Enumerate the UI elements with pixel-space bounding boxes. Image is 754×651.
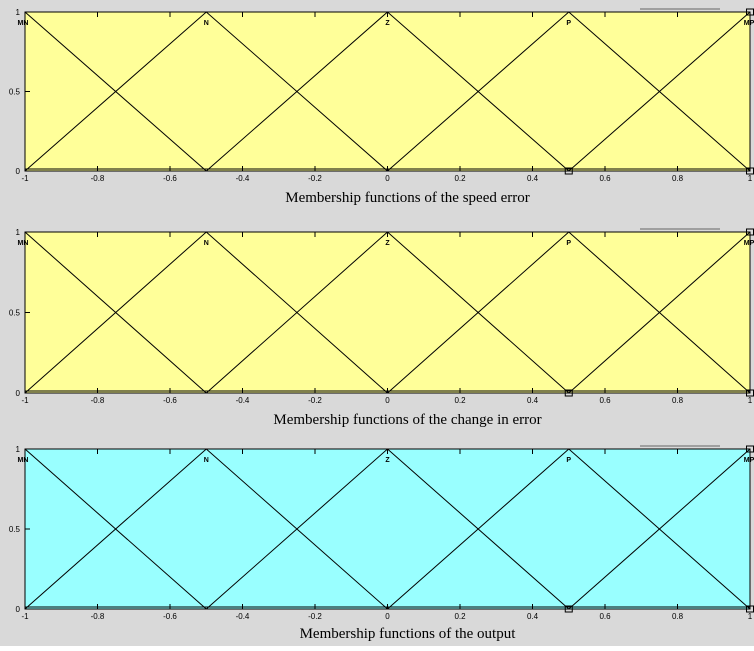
x-tick-label: 0.4 (527, 612, 539, 621)
series-label: P (566, 240, 571, 247)
plot-area (24, 231, 751, 394)
x-tick-label: -0.6 (163, 396, 177, 405)
x-tick-label: -0.8 (91, 396, 105, 405)
x-tick-label: 0.8 (672, 174, 684, 183)
series-line-mp (568, 11, 751, 172)
chart-caption: Membership functions of the speed error (285, 190, 530, 206)
x-tick-label: 0 (385, 612, 390, 621)
x-tick-label: 0.6 (599, 174, 611, 183)
vertex-marker (564, 167, 573, 175)
x-tick-label: 0.4 (527, 396, 539, 405)
y-tick-label: 1 (16, 228, 21, 237)
y-tick-label: 0.5 (9, 88, 21, 97)
series-line-n (24, 231, 388, 394)
x-tick-label: -0.2 (308, 396, 322, 405)
x-tick-label: 1 (748, 174, 753, 183)
plot-area (24, 448, 751, 610)
x-tick-label: 1 (748, 396, 753, 405)
series-label: N (204, 240, 209, 247)
x-tick-label: -0.4 (236, 396, 250, 405)
x-tick-label: -0.4 (236, 174, 250, 183)
y-tick-label: 0 (16, 605, 21, 614)
series-line-z (205, 11, 570, 172)
x-tick-label: 0.2 (454, 174, 466, 183)
x-tick-label: -0.6 (163, 612, 177, 621)
series-label: MN (18, 20, 29, 27)
series-line-mp (568, 448, 751, 610)
x-tick-label: 0.4 (527, 174, 539, 183)
x-tick-label: -1 (21, 174, 29, 183)
vertex-marker (564, 605, 573, 613)
series-label: MP (744, 240, 754, 247)
series-line-p (387, 448, 751, 610)
series-line-z (205, 448, 570, 610)
series-line-z (205, 231, 570, 394)
series-line-mp (568, 231, 751, 394)
x-tick-label: -0.2 (308, 174, 322, 183)
series-line-n (24, 11, 388, 172)
series-line-n (24, 448, 388, 610)
x-tick-label: -0.6 (163, 174, 177, 183)
x-tick-label: -0.4 (236, 612, 250, 621)
chart-panel-2: -1 -0.8 -0.6 -0.4 -0.2 0 0.2 0.4 0.6 0.8 1 0 0.5 1 MN N… (0, 215, 754, 432)
plot-area (24, 11, 751, 172)
series-label: MN (18, 240, 29, 247)
series-label: P (566, 457, 571, 464)
x-tick-label: -0.8 (91, 174, 105, 183)
x-tick-label: -0.8 (91, 612, 105, 621)
y-tick-label: 0.5 (9, 525, 21, 534)
vertex-marker (564, 389, 573, 397)
x-tick-label: -1 (21, 612, 29, 621)
series-label: Z (385, 20, 390, 27)
x-tick-label: -0.2 (308, 612, 322, 621)
series-label: N (204, 457, 209, 464)
y-tick-label: 0 (16, 389, 21, 398)
x-tick-label: 0.8 (672, 612, 684, 621)
series-label: Z (385, 240, 390, 247)
x-tick-label: 1 (748, 612, 753, 621)
y-tick-label: 0.5 (9, 309, 21, 318)
chart-panel-1: -1 -0.8 -0.6 -0.4 -0.2 0 0.2 0.4 0.6 0.8 1 0 0.5 1 MN N… (0, 0, 754, 215)
x-tick-label: 0 (385, 396, 390, 405)
x-tick-label: 0.8 (672, 396, 684, 405)
series-label: P (566, 20, 571, 27)
chart-caption: Membership functions of the output (300, 626, 517, 642)
series-label: MP (744, 20, 754, 27)
series-line-p (387, 11, 751, 172)
series-label: MN (18, 457, 29, 464)
x-tick-label: 0 (385, 174, 390, 183)
x-tick-label: 0.6 (599, 396, 611, 405)
x-tick-label: 0.6 (599, 612, 611, 621)
y-tick-label: 1 (16, 8, 21, 17)
series-label: MP (744, 457, 754, 464)
series-label: N (204, 20, 209, 27)
series-line-p (387, 231, 751, 394)
chart-panel-3: -1 -0.8 -0.6 -0.4 -0.2 0 0.2 0.4 0.6 0.8 1 0 0.5 1 MN N… (0, 432, 754, 646)
chart-caption: Membership functions of the change in er… (273, 412, 541, 428)
x-tick-label: -1 (21, 396, 29, 405)
series-label: Z (385, 457, 390, 464)
y-tick-label: 0 (16, 167, 21, 176)
x-tick-label: 0.2 (454, 612, 466, 621)
x-tick-label: 0.2 (454, 396, 466, 405)
y-tick-label: 1 (16, 445, 21, 454)
